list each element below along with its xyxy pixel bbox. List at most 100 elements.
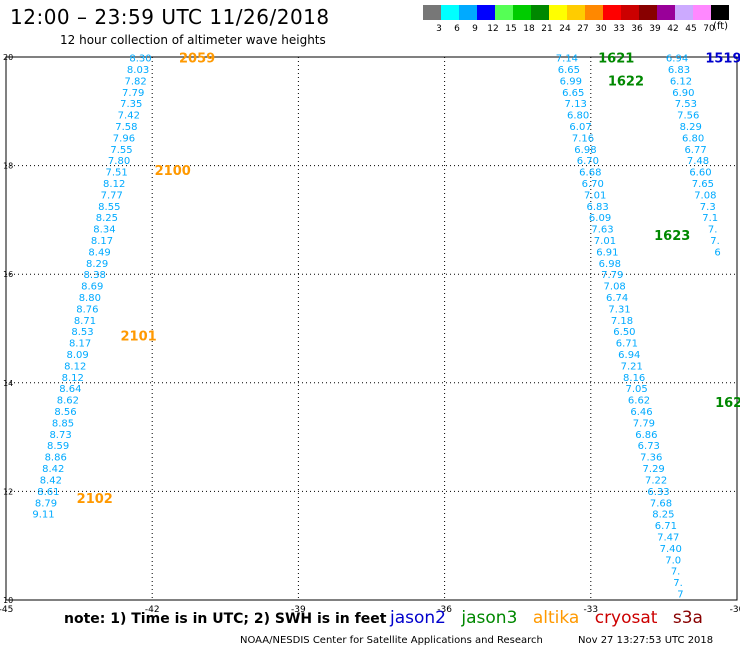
wave-height-point: 7.47: [657, 532, 679, 543]
colorbar-swatch: [549, 5, 567, 20]
colorbar-label: 42: [667, 24, 678, 34]
colorbar-label: 33: [613, 24, 624, 34]
wave-height-point: 6.68: [579, 168, 601, 179]
colorbar-swatch: [585, 5, 603, 20]
y-tick-label: 14: [3, 379, 13, 388]
wave-height-point: 8.25: [652, 510, 674, 521]
y-tick-label: 12: [3, 487, 13, 496]
pass-labels: 2059 2100 2101 2102 1621 1622 1623 162 1519: [77, 52, 740, 507]
y-tick-label: 18: [3, 162, 13, 171]
colorbar-label: 24: [559, 24, 571, 34]
wave-height-point: 7.58: [115, 122, 137, 133]
wave-height-point: 7.79: [122, 88, 144, 99]
credit-line: NOAA/NESDIS Center for Satellite Applica…: [240, 635, 543, 646]
wave-height-point: 6.12: [670, 76, 692, 87]
generated-timestamp: Nov 27 13:27:53 UTC 2018: [578, 635, 714, 646]
wave-height-point: 6.60: [689, 168, 711, 179]
wave-height-point: 8.53: [71, 327, 93, 338]
wave-height-point: 7.22: [645, 475, 667, 486]
colorbar-swatch: [459, 5, 477, 20]
plot-frame: [5, 56, 738, 601]
wave-height-point: 8.12: [64, 361, 86, 372]
colorbar-label: 36: [631, 24, 643, 34]
wave-height-point: 6.70: [582, 179, 604, 190]
wave-height-points: 8.308.037.827.797.357.427.587.967.557.80…: [32, 54, 720, 601]
wave-height-point: 9.11: [32, 510, 54, 521]
wave-height-point: 8.59: [47, 441, 69, 452]
colorbar-label: 27: [577, 24, 588, 34]
wave-height-point: 8.17: [91, 236, 113, 247]
wave-height-point: 8.16: [623, 373, 645, 384]
wave-height-point: 7.53: [675, 99, 697, 110]
wave-height-point: 8.86: [45, 453, 67, 464]
wave-height-point: 8.03: [127, 65, 149, 76]
colorbar-label: 45: [685, 24, 696, 34]
wave-height-point: 8.49: [88, 247, 110, 258]
wave-height-point: 6.77: [684, 145, 706, 156]
colorbar-swatch: [657, 5, 675, 20]
colorbar-swatch: [423, 5, 441, 20]
wave-height-point: 7.29: [643, 464, 665, 475]
colorbar-units: (ft): [713, 21, 729, 32]
wave-height-point: 7.16: [572, 133, 594, 144]
wave-height-point: 7.65: [692, 179, 714, 190]
wave-height-point: 8.69: [81, 282, 103, 293]
wave-height-point: 7.31: [608, 304, 630, 315]
colorbar-label: 6: [454, 24, 460, 34]
pass-label: 2102: [77, 492, 113, 507]
legend-cryosat: cryosat: [594, 608, 658, 628]
colorbar-swatch: [621, 5, 639, 20]
wave-height-point: 6.71: [655, 521, 677, 532]
footer-note: note: 1) Time is in UTC; 2) SWH is in fe…: [64, 611, 387, 627]
wave-height-point: 6.71: [616, 339, 638, 350]
wave-height-point: 7.: [710, 236, 720, 247]
x-tick-label: -45: [0, 605, 13, 615]
wave-height-point: 7.82: [124, 76, 146, 87]
wave-height-point: 7.56: [677, 111, 699, 122]
wave-height-point: 7: [677, 589, 683, 600]
colorbar-swatch: [513, 5, 531, 20]
wave-height-point: 6.98: [599, 259, 621, 270]
wave-height-point: 7.42: [118, 111, 140, 122]
legend-jason2: jason2: [390, 608, 446, 628]
colorbar-swatch: [603, 5, 621, 20]
wave-height-point: 6.80: [567, 111, 589, 122]
colorbar-label: 15: [505, 24, 516, 34]
colorbar-swatch: [567, 5, 585, 20]
pass-label: 2059: [179, 52, 215, 67]
wave-height-point: 7.40: [660, 544, 682, 555]
wave-height-point: 6.65: [562, 88, 584, 99]
wave-height-point: 7.01: [584, 190, 606, 201]
colorbar-label: 3: [436, 24, 442, 34]
pass-label: 2100: [155, 164, 191, 179]
wave-height-point: 6.99: [560, 76, 582, 87]
wave-height-point: 6.07: [569, 122, 591, 133]
wave-height-point: 7.55: [110, 145, 132, 156]
colorbar-swatch: [693, 5, 711, 20]
wave-height-point: 6.09: [589, 213, 611, 224]
wave-height-point: 7.: [673, 578, 683, 589]
colorbar-label: 18: [523, 24, 535, 34]
x-tick-label: -42: [145, 605, 160, 615]
x-tick-label: -33: [583, 605, 598, 615]
pass-label: 162: [715, 396, 740, 411]
wave-height-point: 7.77: [101, 190, 123, 201]
wave-height-point: 7.14: [556, 54, 578, 65]
wave-height-point: 8.38: [84, 270, 106, 281]
wave-height-point: 7.08: [604, 282, 626, 293]
wave-height-point: 7.: [671, 567, 681, 578]
y-tick-label: 10: [3, 596, 13, 605]
wave-height-point: 8.64: [59, 384, 81, 395]
colorbar-label: 21: [541, 24, 552, 34]
wave-height-point: 6.65: [558, 65, 580, 76]
wave-height-point: 7.96: [113, 133, 135, 144]
wave-height-point: 6.46: [630, 407, 652, 418]
colorbar-label: 12: [487, 24, 498, 34]
legend-s3a: s3a: [672, 608, 703, 628]
wave-height-point: 7.63: [591, 225, 613, 236]
wave-height-point: 6.80: [682, 133, 704, 144]
legend-altika: altika: [532, 608, 580, 628]
wave-height-point: 8.12: [103, 179, 125, 190]
wave-height-point: 8.17: [69, 339, 91, 350]
